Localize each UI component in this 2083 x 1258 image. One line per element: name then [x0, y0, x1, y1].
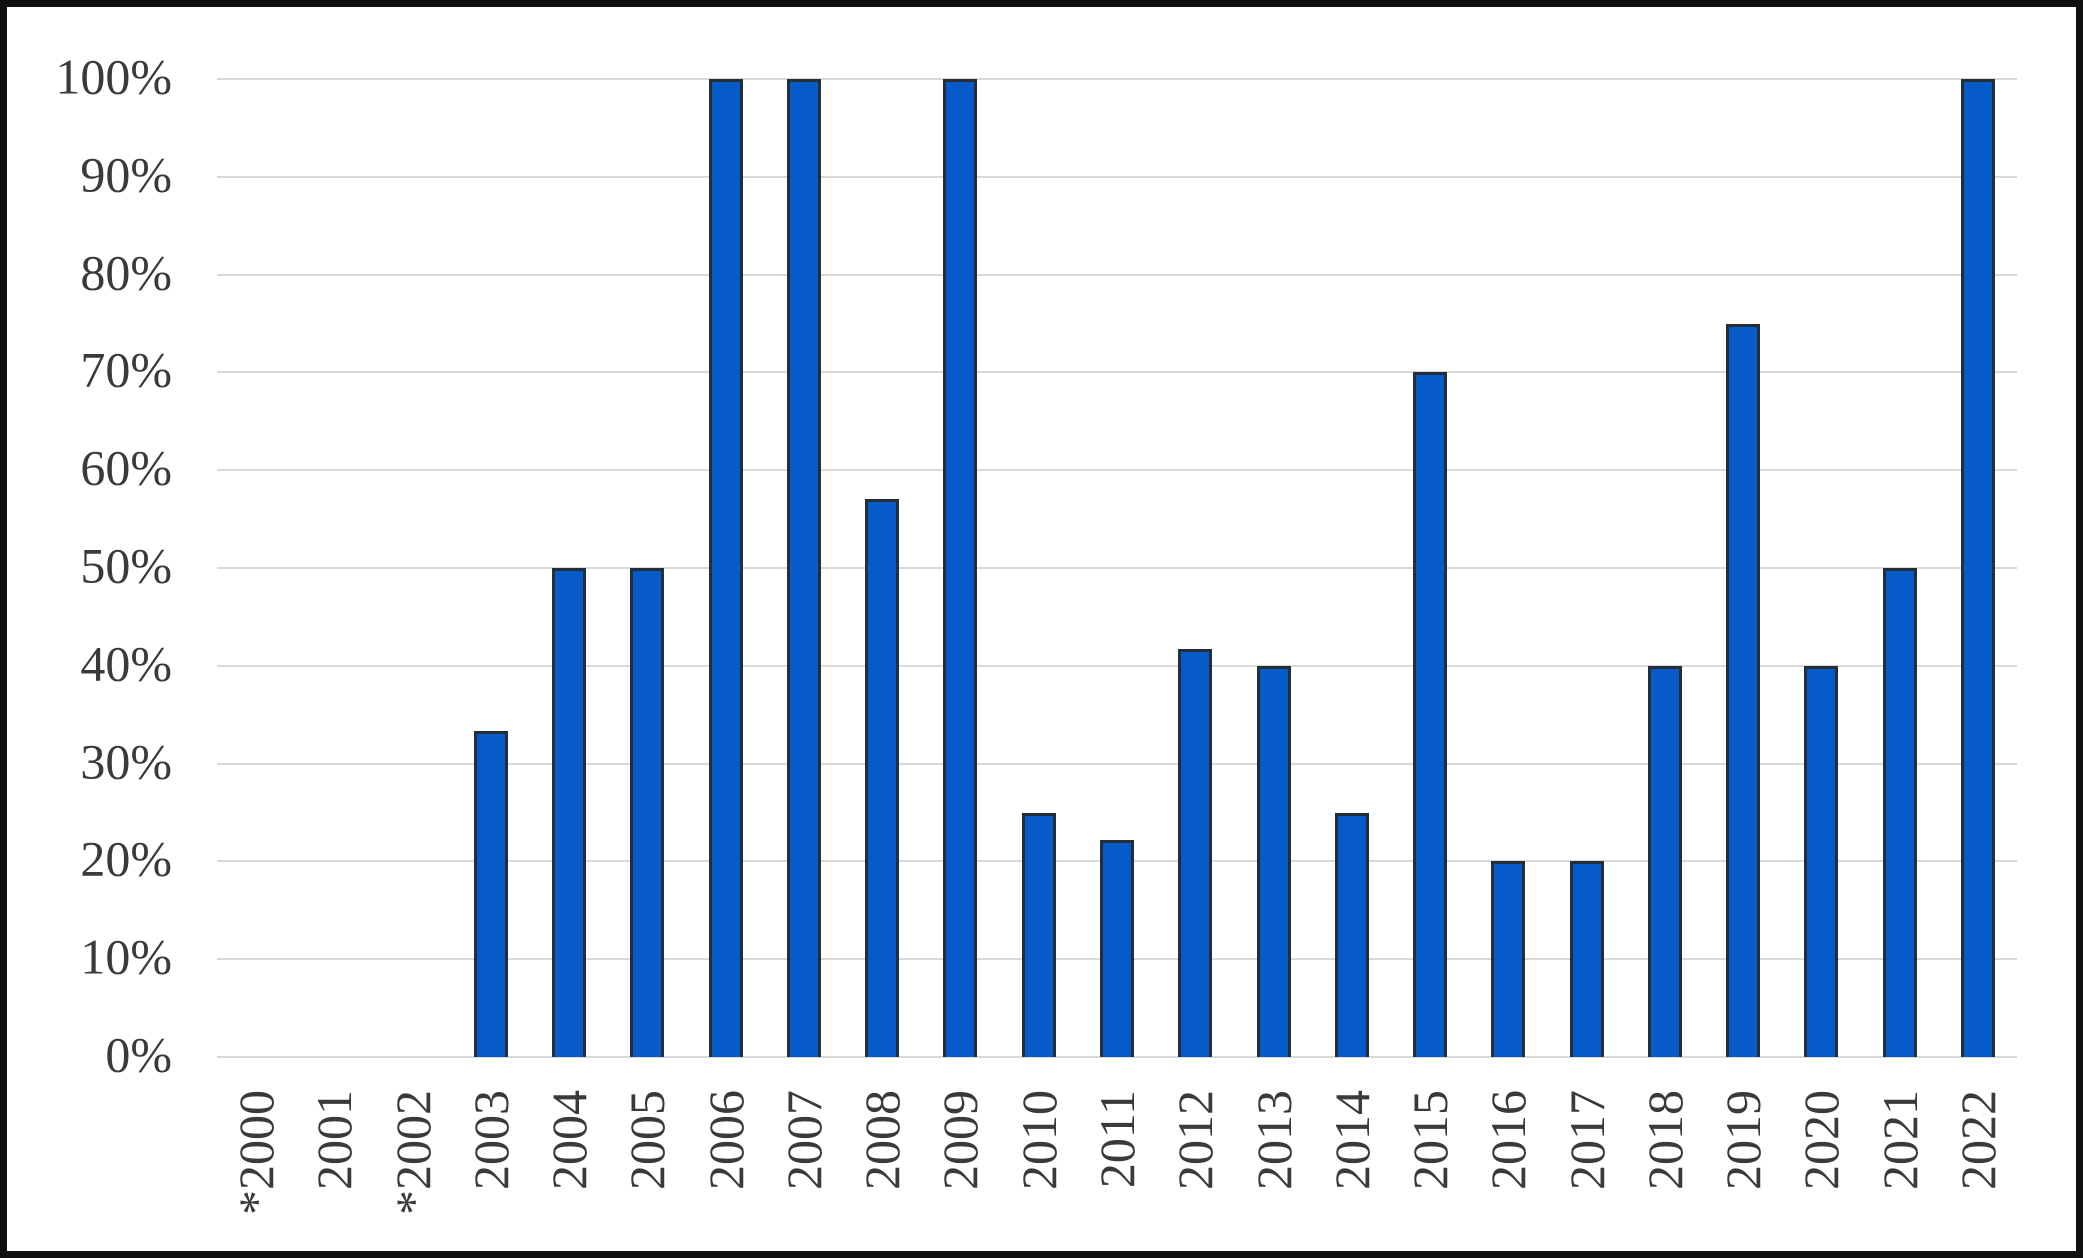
x-axis-tick-label: 2017 [1558, 1090, 1615, 1190]
gridline [217, 273, 2017, 276]
x-axis-tick-label: 2008 [853, 1090, 910, 1190]
x-axis-tick-label: *2002 [384, 1090, 441, 1215]
bar-2004 [552, 568, 587, 1057]
y-axis-tick-label: 20% [80, 831, 172, 888]
x-axis-tick-label: 2022 [1949, 1090, 2006, 1190]
gridline [217, 1056, 2017, 1058]
x-axis-tick-label: 2013 [1245, 1090, 1302, 1190]
x-axis-tick-label: 2014 [1323, 1090, 1380, 1190]
x-axis-tick-label: 2012 [1167, 1090, 1223, 1190]
x-axis-tick-label: 2005 [619, 1090, 676, 1190]
bar-2020 [1804, 665, 1839, 1057]
y-axis-tick-label: 10% [80, 928, 172, 985]
y-axis-tick-label: 100% [55, 48, 172, 105]
x-axis-tick-label: 2016 [1480, 1090, 1537, 1190]
x-axis-tick-label: 2003 [462, 1090, 519, 1190]
bar-2021 [1882, 568, 1917, 1057]
x-axis-tick-label: *2000 [227, 1090, 284, 1215]
bar-2019 [1726, 323, 1761, 1057]
gridline [217, 567, 2017, 569]
x-axis-tick-label: 2009 [932, 1090, 989, 1190]
y-axis-tick-label: 40% [80, 635, 172, 692]
bar-2007 [786, 79, 821, 1057]
x-axis-tick-label: 2021 [1871, 1090, 1928, 1190]
y-axis-tick-label: 30% [80, 733, 172, 790]
y-axis-tick-label: 0% [105, 1026, 172, 1083]
y-axis-tick-label: 50% [80, 537, 172, 594]
bar-2012 [1178, 649, 1213, 1057]
bar-2017 [1569, 861, 1604, 1057]
bar-2015 [1413, 372, 1448, 1057]
plot-area: 0% 10% 20% 30% 40% 50% 60% 70% 80% 90% 100% *2000 20… [7, 7, 2076, 1251]
bar-2011 [1100, 839, 1134, 1057]
bar-2009 [943, 79, 978, 1057]
gridline [217, 78, 2017, 80]
x-axis-tick-label: 2015 [1401, 1090, 1458, 1190]
bar-2018 [1647, 665, 1682, 1057]
x-axis-tick-label: 2007 [775, 1090, 832, 1190]
x-axis-tick-label: 2004 [540, 1090, 597, 1190]
bar-2006 [708, 79, 743, 1057]
x-axis-tick-label: 2010 [1010, 1090, 1067, 1190]
bar-2022 [1960, 79, 1995, 1057]
y-axis-tick-label: 70% [80, 342, 172, 399]
bar-2005 [630, 568, 665, 1057]
bar-2016 [1491, 861, 1526, 1057]
x-axis-tick-label: 2001 [306, 1090, 363, 1190]
y-axis-tick-label: 90% [80, 146, 172, 203]
x-axis-tick-label: 2020 [1793, 1090, 1850, 1190]
x-axis-tick-label: 2006 [697, 1090, 754, 1190]
bar-2010 [1021, 812, 1056, 1057]
bar-2003 [473, 731, 508, 1057]
x-axis-tick-label: 2018 [1636, 1090, 1693, 1190]
gridline [217, 371, 2017, 374]
bar-2008 [865, 498, 900, 1057]
gridline [217, 762, 2017, 765]
gridline [217, 664, 2017, 667]
x-axis-tick-label: 2011 [1088, 1090, 1145, 1189]
y-axis-tick-label: 80% [80, 244, 172, 301]
bar-2014 [1334, 812, 1369, 1057]
gridline [217, 175, 2017, 178]
x-axis-tick-label: 2019 [1714, 1090, 1771, 1190]
bar-2013 [1256, 665, 1291, 1057]
gridline [217, 469, 2017, 472]
y-axis-tick-label: 60% [80, 439, 172, 496]
